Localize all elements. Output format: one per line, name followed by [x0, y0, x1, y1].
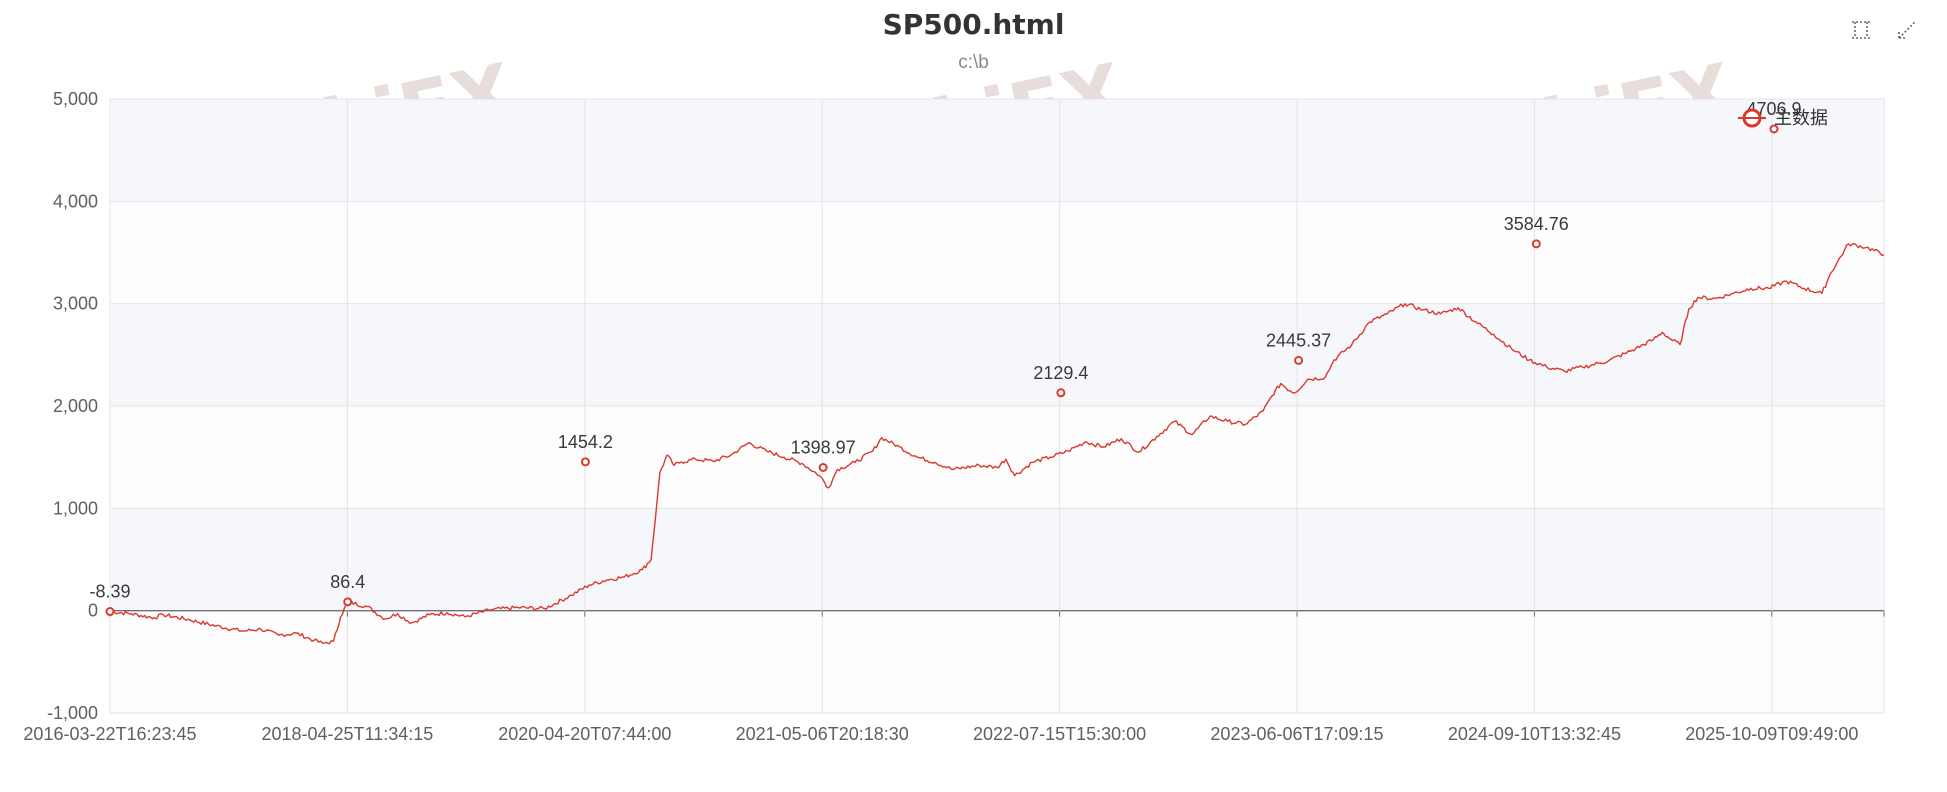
legend[interactable]: 主数据 — [1738, 108, 1828, 128]
y-tick-label: 2,000 — [53, 396, 98, 416]
y-tick-label: 4,000 — [53, 191, 98, 211]
data-point-marker[interactable] — [105, 607, 115, 617]
y-tick-label: 0 — [88, 601, 98, 621]
data-label: -8.39 — [89, 582, 130, 602]
toolbox — [1849, 18, 1919, 42]
plot-band — [110, 201, 1884, 304]
data-zoom-reset-icon[interactable] — [1895, 18, 1919, 42]
series-line — [109, 242, 1885, 645]
x-axis: 2016-03-22T16:23:45 2018-04-25T11:34:15 20… — [23, 610, 1885, 744]
y-tick-label: 3,000 — [53, 294, 98, 314]
x-tick-label: 2023-06-06T17:09:15 — [1210, 724, 1383, 744]
plot-background-bands — [110, 99, 1884, 713]
x-tick-label: 2021-05-06T20:18:30 — [736, 724, 909, 744]
y-axis: -1,000 0 1,000 2,000 3,000 4,000 5,000 — [47, 89, 98, 723]
legend-label[interactable]: 主数据 — [1774, 108, 1828, 128]
data-label: 1454.2 — [558, 432, 613, 452]
plot-band — [110, 99, 1884, 202]
x-tick-label: 2016-03-22T16:23:45 — [23, 724, 196, 744]
y-tick-label: 1,000 — [53, 498, 98, 518]
data-label: 3584.76 — [1504, 214, 1569, 234]
data-point-marker[interactable] — [1056, 388, 1066, 398]
x-tick-label: 2024-09-10T13:32:45 — [1448, 724, 1621, 744]
data-label: 86.4 — [330, 572, 365, 592]
data-point-marker[interactable] — [343, 597, 353, 607]
x-tick-label: 2018-04-25T11:34:15 — [261, 724, 433, 744]
chart-subtitle: c:\b — [958, 52, 989, 73]
y-tick-label: 5,000 — [53, 89, 98, 109]
plot-band — [110, 508, 1884, 611]
data-point-marker[interactable] — [1531, 239, 1541, 249]
series-layer — [109, 242, 1885, 645]
data-label: 2445.37 — [1266, 330, 1331, 350]
grid-lines — [109, 98, 1885, 714]
data-zoom-icon[interactable] — [1849, 18, 1873, 42]
data-point-marker[interactable] — [1769, 124, 1779, 134]
x-tick-label: 2025-10-09T09:49:00 — [1685, 724, 1858, 744]
x-tick-label: 2022-07-15T15:30:00 — [973, 724, 1146, 744]
plot-band — [110, 406, 1884, 509]
plot-band — [110, 303, 1884, 406]
data-label: 1398.97 — [791, 438, 856, 458]
data-point-marker[interactable] — [818, 463, 828, 473]
data-point-marker[interactable] — [580, 457, 590, 467]
x-tick-label: 2020-04-20T07:44:00 — [498, 724, 671, 744]
data-point-marker[interactable] — [1294, 355, 1304, 365]
chart-title: SP500.html — [882, 8, 1065, 41]
y-tick-label: -1,000 — [47, 703, 98, 723]
data-label: 2129.4 — [1033, 363, 1088, 383]
plot-band — [110, 610, 1884, 713]
data-labels: -8.39 86.4 1454.2 1398.97 2129.4 2445.37 3584.… — [89, 99, 1802, 617]
